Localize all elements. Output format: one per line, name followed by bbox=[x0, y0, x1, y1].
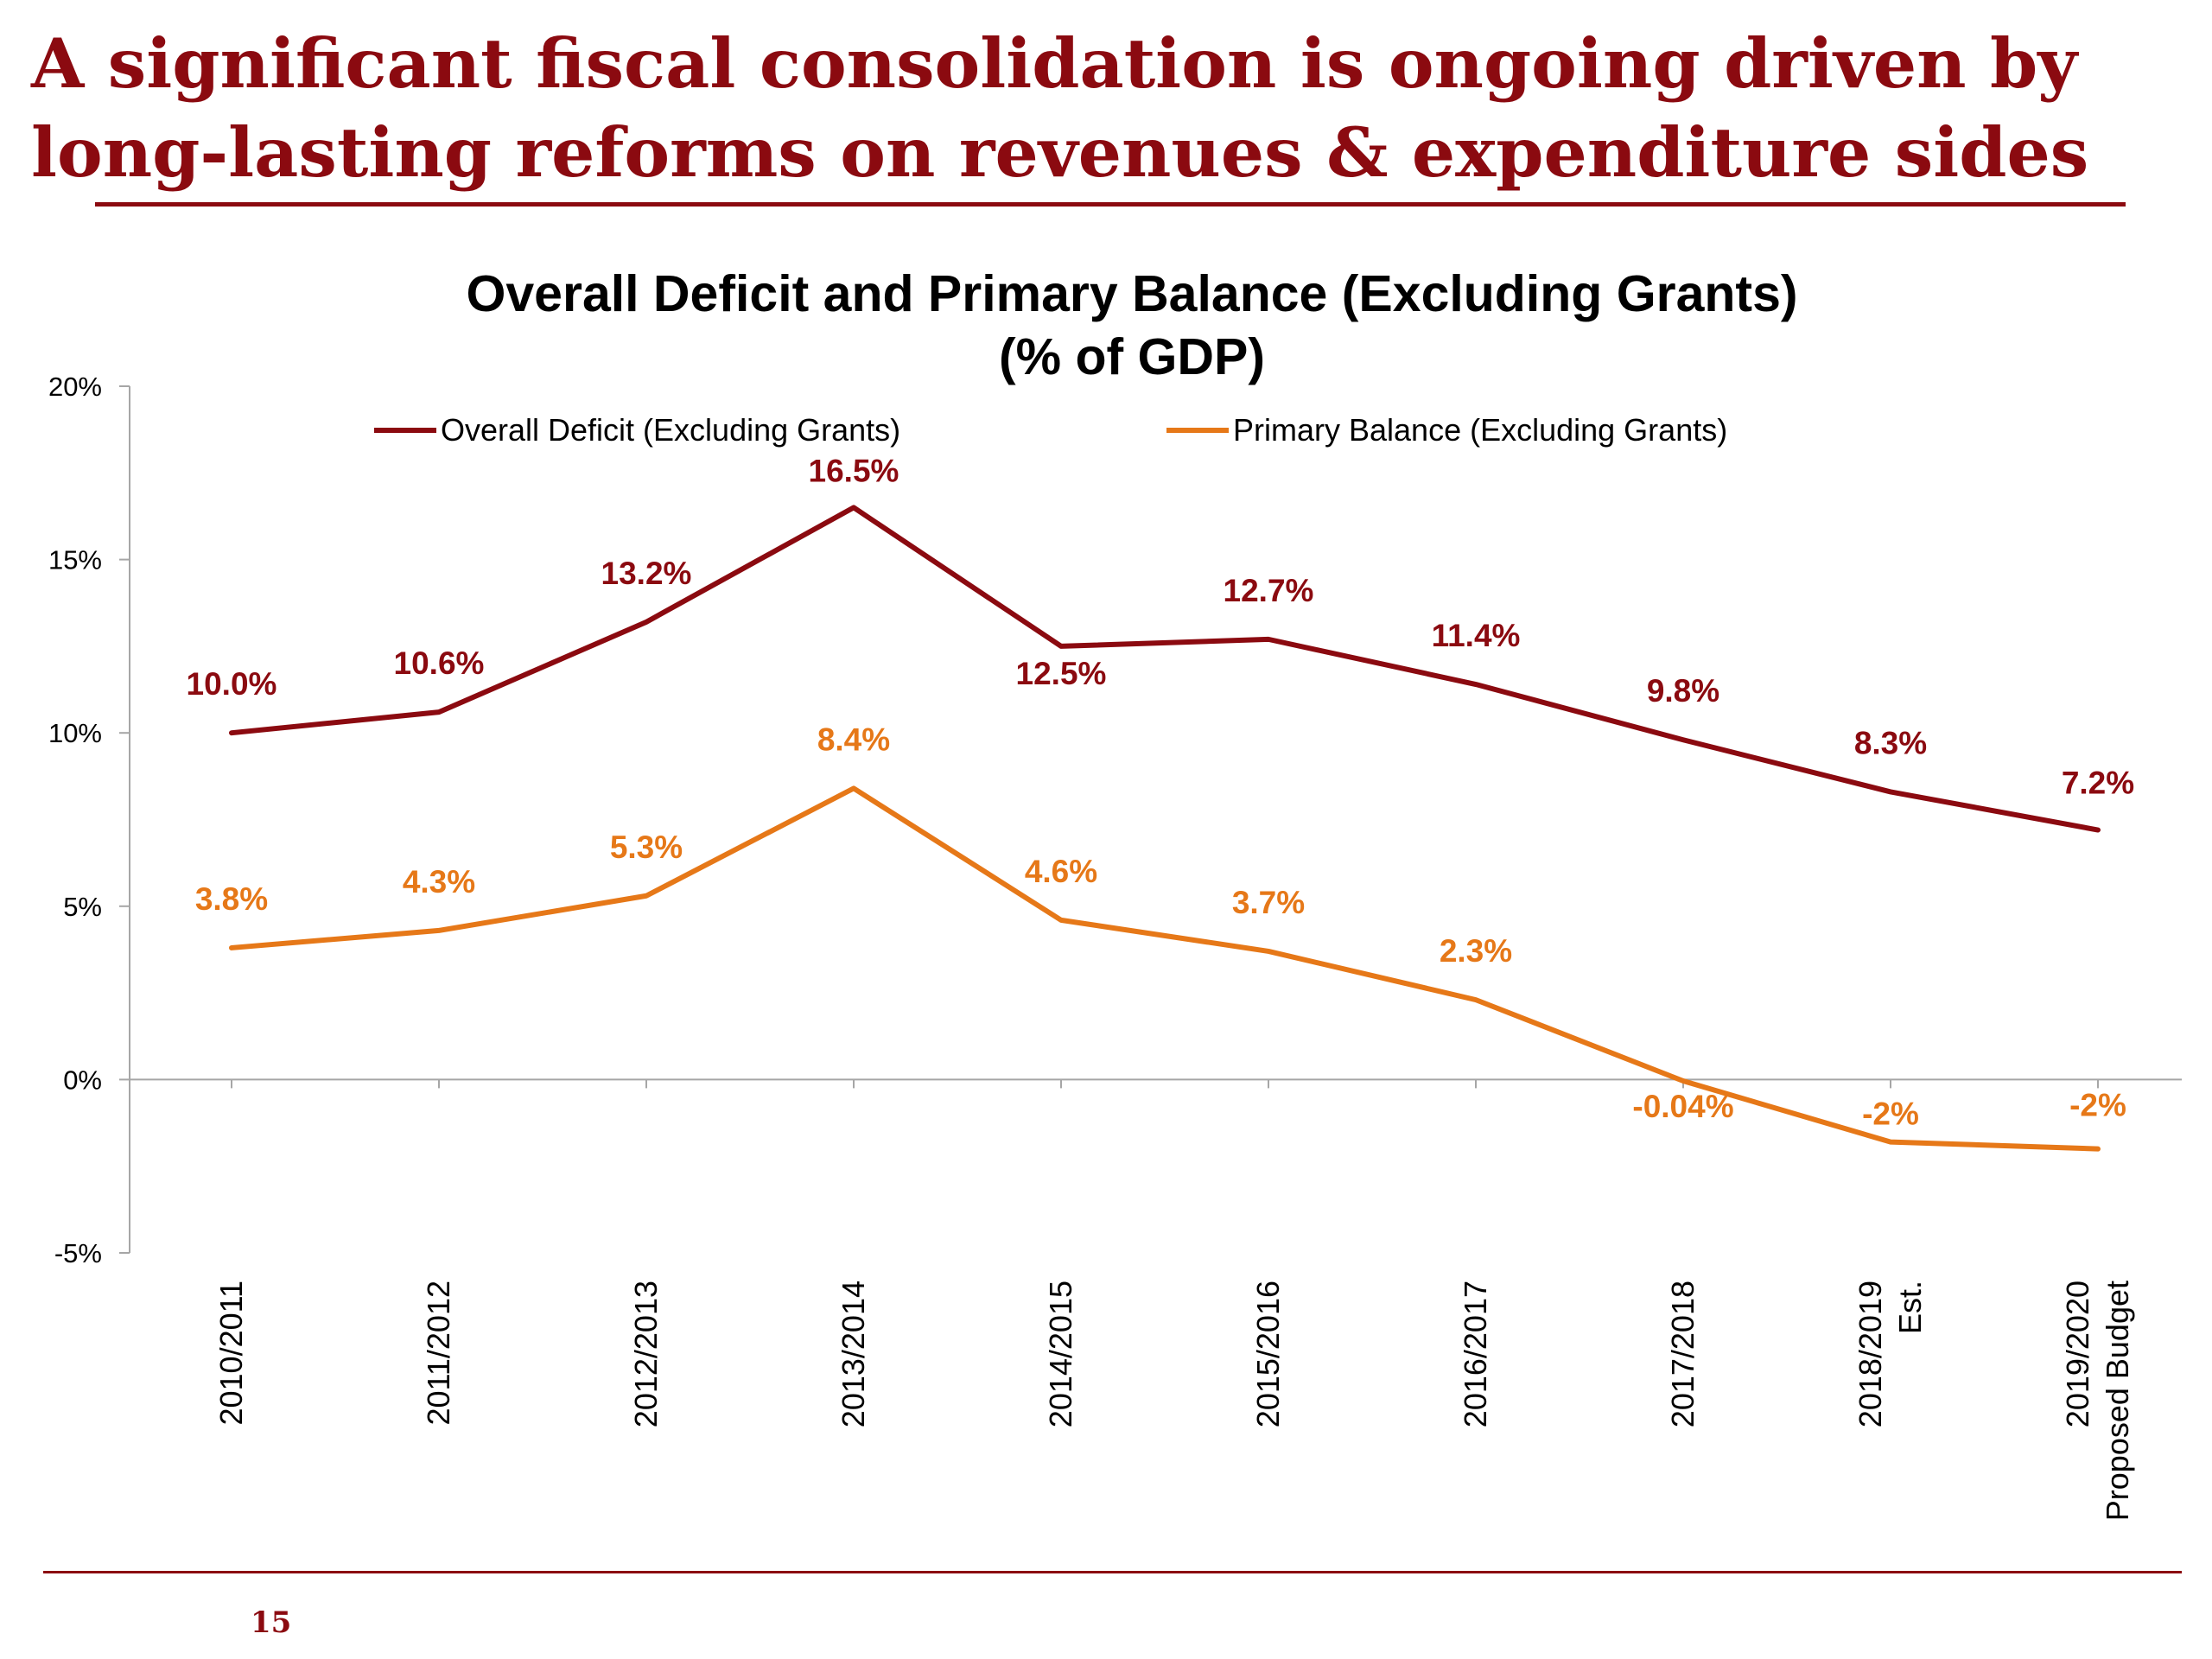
data-label: 10.6% bbox=[394, 645, 485, 681]
data-label: 12.5% bbox=[1016, 656, 1107, 691]
data-label: -2% bbox=[1862, 1096, 1919, 1132]
legend-label: Overall Deficit (Excluding Grants) bbox=[441, 412, 900, 448]
y-tick-label: 5% bbox=[63, 892, 102, 922]
data-label: 12.7% bbox=[1224, 573, 1314, 608]
x-category-label: 2012/2013 bbox=[628, 1281, 664, 1427]
data-label: 4.6% bbox=[1025, 854, 1097, 889]
data-label: 11.4% bbox=[1432, 618, 1521, 653]
legend-label: Primary Balance (Excluding Grants) bbox=[1233, 412, 1727, 448]
data-label: 8.4% bbox=[817, 721, 890, 757]
y-tick-label: -5% bbox=[54, 1238, 102, 1268]
data-label: 10.0% bbox=[187, 666, 277, 702]
title-divider bbox=[95, 202, 2126, 207]
data-label: -2% bbox=[2069, 1088, 2126, 1123]
x-category-label: 2015/2016 bbox=[1250, 1281, 1286, 1427]
y-tick-label: 20% bbox=[48, 372, 102, 402]
slide-title-line2: long-lasting reforms on revenues & expen… bbox=[31, 112, 2089, 193]
data-label: 13.2% bbox=[601, 556, 692, 591]
x-category-label: 2017/2018 bbox=[1665, 1281, 1700, 1427]
x-category-label: 2019/2020 bbox=[2060, 1281, 2095, 1427]
data-label: 5.3% bbox=[610, 830, 683, 865]
series-line-primary-balance bbox=[229, 785, 2101, 1152]
chart-title-line2: (% of GDP) bbox=[999, 328, 1265, 385]
x-category-label: 2010/2011 bbox=[213, 1281, 249, 1426]
series-line-overall-deficit bbox=[229, 505, 2101, 833]
data-label: 16.5% bbox=[809, 453, 899, 488]
data-label: 8.3% bbox=[1854, 725, 1927, 760]
x-category-label: 2011/2012 bbox=[421, 1281, 456, 1426]
data-label: 7.2% bbox=[2062, 766, 2134, 801]
data-label: -0.04% bbox=[1632, 1089, 1733, 1124]
x-category-label: 2013/2014 bbox=[836, 1281, 871, 1427]
page-number: 15 bbox=[251, 1605, 292, 1640]
slide-title: A significant fiscal consolidation is on… bbox=[31, 19, 2139, 197]
x-category-label: Est. bbox=[1892, 1281, 1928, 1334]
x-category-label: Proposed Budget bbox=[2100, 1281, 2135, 1521]
x-category-label: 2016/2017 bbox=[1458, 1281, 1493, 1427]
y-tick-label: 10% bbox=[48, 718, 102, 748]
x-category-label: 2014/2015 bbox=[1043, 1281, 1078, 1427]
slide-title-line1: A significant fiscal consolidation is on… bbox=[31, 23, 2078, 104]
y-tick-label: 0% bbox=[63, 1065, 102, 1095]
chart-plot-area: -5% 0% 5% 10% 15% 20% 2010/2011 2011/2012 2012/2… bbox=[48, 372, 2182, 1521]
data-label: 3.7% bbox=[1232, 885, 1305, 920]
chart-title-line1: Overall Deficit and Primary Balance (Exc… bbox=[466, 265, 1797, 322]
y-tick-label: 15% bbox=[48, 545, 102, 575]
data-label: 3.8% bbox=[195, 881, 268, 917]
data-label: 4.3% bbox=[403, 864, 475, 899]
x-category-label: 2018/2019 bbox=[1853, 1281, 1888, 1427]
data-label: 2.3% bbox=[1440, 933, 1512, 969]
footer-divider bbox=[43, 1571, 2182, 1573]
data-label: 9.8% bbox=[1647, 673, 1719, 709]
